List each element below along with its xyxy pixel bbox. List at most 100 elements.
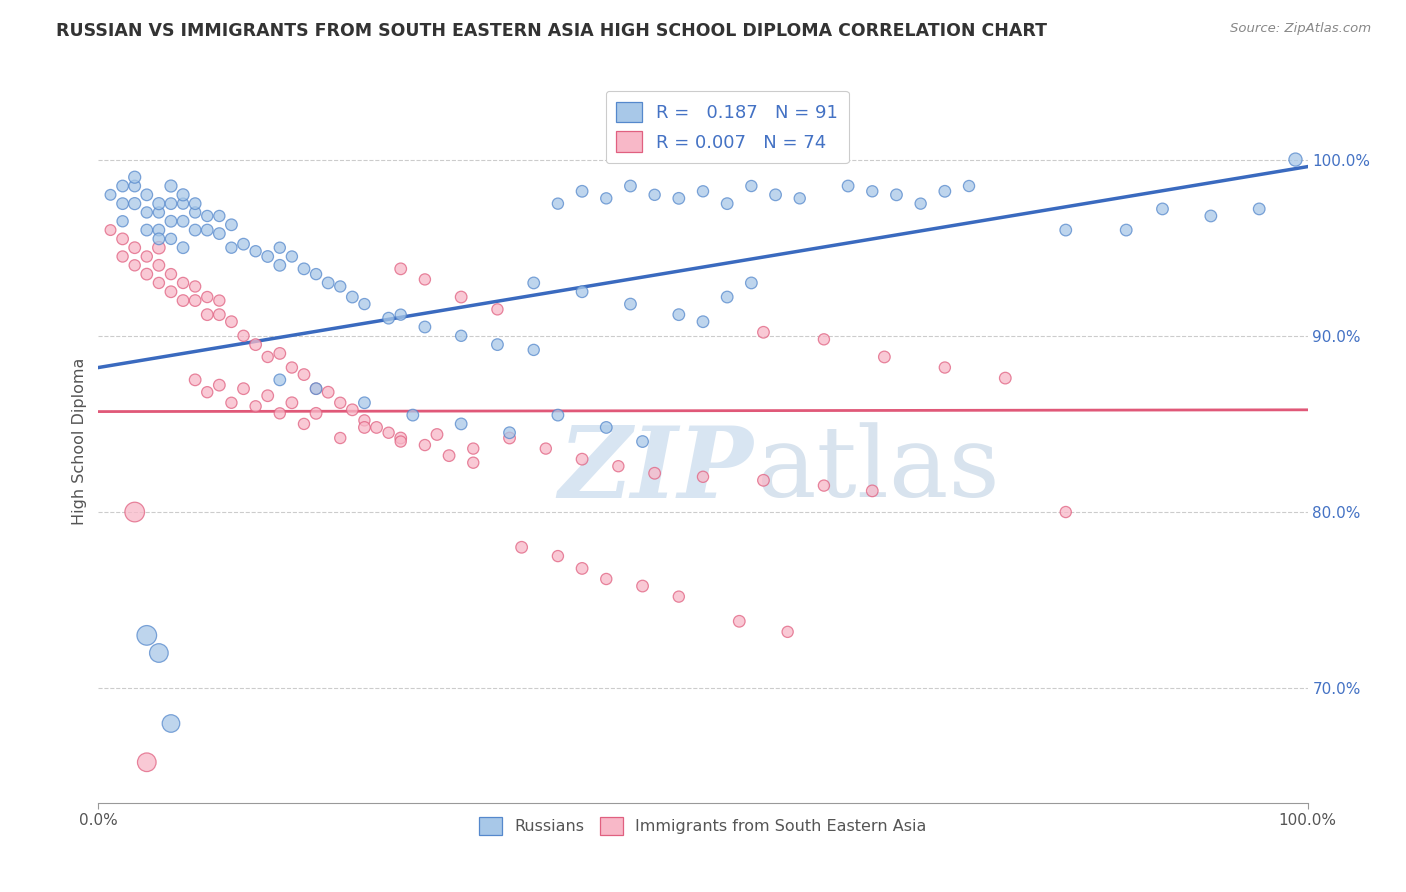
Point: [245, 337, 267, 351]
Point: [498, 431, 520, 445]
Point: [716, 290, 738, 304]
Point: [1115, 223, 1137, 237]
Legend: Russians, Immigrants from South Eastern Asia: Russians, Immigrants from South Eastern …: [472, 811, 934, 842]
Point: [377, 425, 399, 440]
Point: [1199, 209, 1222, 223]
Point: [269, 373, 291, 387]
Point: [389, 261, 412, 276]
Point: [111, 250, 134, 264]
Point: [292, 417, 315, 431]
Point: [245, 244, 267, 259]
Point: [184, 279, 207, 293]
Point: [994, 371, 1017, 385]
Point: [389, 308, 412, 322]
Point: [124, 170, 146, 185]
Point: [463, 456, 485, 470]
Text: ZIP: ZIP: [558, 422, 752, 518]
Point: [148, 276, 170, 290]
Point: [450, 328, 472, 343]
Point: [316, 276, 339, 290]
Point: [450, 290, 472, 304]
Point: [269, 406, 291, 420]
Point: [523, 276, 546, 290]
Point: [111, 179, 134, 194]
Point: [124, 241, 146, 255]
Text: atlas: atlas: [758, 423, 1000, 518]
Point: [450, 417, 472, 431]
Point: [692, 184, 714, 198]
Point: [547, 408, 569, 422]
Point: [342, 402, 364, 417]
Point: [389, 431, 412, 445]
Point: [160, 716, 183, 731]
Point: [329, 396, 352, 410]
Point: [305, 382, 328, 396]
Point: [172, 276, 194, 290]
Point: [135, 267, 157, 281]
Point: [571, 184, 593, 198]
Point: [776, 624, 799, 639]
Point: [342, 290, 364, 304]
Point: [232, 328, 254, 343]
Point: [195, 308, 218, 322]
Point: [1152, 202, 1174, 216]
Point: [100, 223, 122, 237]
Point: [305, 267, 328, 281]
Point: [934, 360, 956, 375]
Point: [547, 549, 569, 563]
Point: [195, 290, 218, 304]
Point: [160, 285, 183, 299]
Point: [860, 184, 883, 198]
Point: [184, 223, 207, 237]
Point: [377, 311, 399, 326]
Point: [184, 196, 207, 211]
Point: [124, 196, 146, 211]
Point: [269, 258, 291, 272]
Point: [1054, 505, 1077, 519]
Point: [510, 541, 533, 555]
Point: [353, 420, 375, 434]
Point: [873, 350, 896, 364]
Point: [595, 572, 617, 586]
Point: [547, 196, 569, 211]
Point: [232, 237, 254, 252]
Point: [631, 434, 654, 449]
Point: [195, 223, 218, 237]
Point: [160, 214, 183, 228]
Point: [232, 382, 254, 396]
Point: [160, 232, 183, 246]
Point: [644, 187, 666, 202]
Point: [111, 232, 134, 246]
Point: [595, 420, 617, 434]
Point: [135, 756, 157, 770]
Point: [208, 209, 231, 223]
Point: [208, 378, 231, 392]
Point: [571, 561, 593, 575]
Point: [571, 285, 593, 299]
Point: [256, 250, 278, 264]
Point: [148, 196, 170, 211]
Point: [148, 205, 170, 219]
Point: [148, 646, 170, 660]
Point: [208, 293, 231, 308]
Point: [111, 196, 134, 211]
Point: [910, 196, 932, 211]
Point: [934, 184, 956, 198]
Point: [124, 505, 146, 519]
Point: [292, 368, 315, 382]
Point: [135, 223, 157, 237]
Point: [837, 179, 859, 194]
Point: [534, 442, 557, 456]
Point: [353, 297, 375, 311]
Point: [305, 382, 328, 396]
Point: [644, 467, 666, 481]
Point: [619, 297, 641, 311]
Point: [221, 218, 243, 232]
Point: [160, 267, 183, 281]
Point: [426, 427, 449, 442]
Point: [631, 579, 654, 593]
Point: [619, 179, 641, 194]
Point: [463, 442, 485, 456]
Point: [135, 628, 157, 642]
Point: [160, 196, 183, 211]
